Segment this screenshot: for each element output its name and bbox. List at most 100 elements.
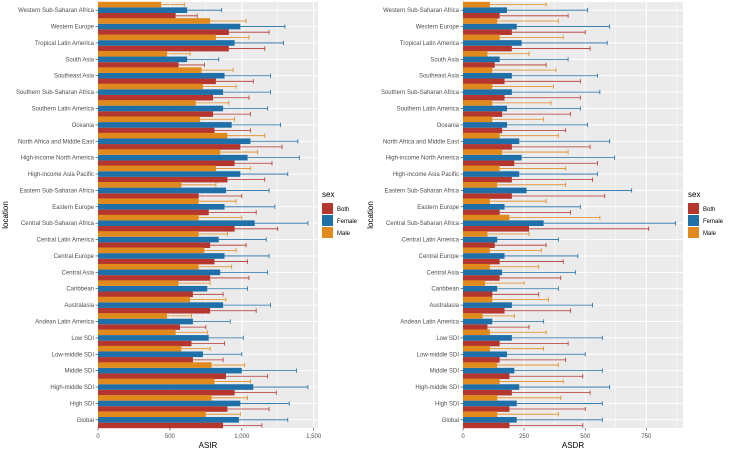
bar-female bbox=[98, 105, 224, 112]
legend-key-male bbox=[688, 227, 699, 238]
bar-female bbox=[98, 285, 208, 292]
bar-both bbox=[463, 406, 510, 412]
y-axis-title: location bbox=[366, 201, 375, 229]
bar-both bbox=[463, 29, 512, 35]
bar-male bbox=[463, 132, 500, 139]
y-tick-label: Central Sub-Saharan Africa bbox=[386, 221, 460, 227]
y-tick-label: Southern Latin America bbox=[397, 107, 460, 113]
bar-female bbox=[463, 351, 507, 358]
legend-key-both bbox=[688, 203, 699, 214]
bar-female bbox=[98, 269, 221, 276]
y-tick-label: Central Asia bbox=[427, 270, 460, 276]
bar-female bbox=[463, 7, 507, 13]
bar-female bbox=[98, 417, 239, 423]
bar-both bbox=[463, 242, 495, 248]
y-tick-label: Oceania bbox=[437, 123, 460, 129]
bar-female bbox=[98, 384, 254, 390]
bar-both bbox=[98, 373, 226, 380]
bar-both bbox=[463, 275, 500, 281]
x-tick-label: 1,500 bbox=[306, 434, 322, 440]
bar-female bbox=[98, 56, 188, 63]
y-tick-label: Western Europe bbox=[416, 25, 460, 31]
bar-both bbox=[463, 291, 493, 298]
bar-both bbox=[98, 291, 193, 298]
bar-female bbox=[98, 318, 193, 325]
bar-female bbox=[98, 72, 225, 79]
x-tick-label: 750 bbox=[641, 434, 652, 440]
bar-male bbox=[463, 34, 500, 41]
y-tick-label: Eastern Europe bbox=[52, 205, 94, 211]
legend-key-female bbox=[322, 215, 333, 226]
panel-asdr: Western Sub-Saharan Africa Western Europe… bbox=[366, 1, 724, 450]
bar-male bbox=[98, 345, 182, 352]
bar-both bbox=[98, 307, 211, 314]
y-tick-label: Central Europe bbox=[419, 254, 460, 260]
legend-label-female: Female bbox=[703, 219, 724, 225]
bar-both bbox=[98, 209, 209, 216]
bar-male bbox=[98, 247, 205, 254]
y-tick-label: Global bbox=[77, 418, 94, 424]
y-tick-label: High-middle SDI bbox=[415, 385, 459, 391]
x-tick-label: 500 bbox=[165, 434, 176, 440]
bar-both bbox=[98, 225, 235, 232]
bar-female bbox=[463, 187, 527, 194]
y-tick-label: High SDI bbox=[70, 401, 94, 407]
bar-female bbox=[98, 351, 203, 358]
x-tick-label: 250 bbox=[519, 434, 530, 440]
bar-female bbox=[463, 220, 544, 226]
bar-both bbox=[463, 340, 500, 347]
bar-both bbox=[463, 45, 512, 52]
y-tick-label: Middle SDI bbox=[430, 369, 460, 375]
y-tick-label: Low SDI bbox=[71, 336, 94, 342]
bar-male bbox=[463, 329, 490, 336]
bar-both bbox=[98, 340, 192, 347]
y-tick-label: Low-middle SDI bbox=[417, 352, 460, 358]
bar-female bbox=[98, 220, 255, 226]
y-tick-label: North Africa and Middle East bbox=[383, 139, 459, 145]
y-axis-title: location bbox=[1, 201, 10, 229]
y-tick-label: High-income Asia Pacific bbox=[28, 172, 94, 178]
y-tick-label: Central Latin America bbox=[402, 238, 460, 244]
bar-female bbox=[463, 204, 505, 210]
bar-female bbox=[463, 384, 520, 390]
x-tick-label: 1,000 bbox=[234, 434, 250, 440]
bar-male bbox=[463, 395, 498, 401]
legend: sex Both Female Male bbox=[688, 190, 724, 238]
bar-both bbox=[463, 160, 515, 167]
bar-both bbox=[463, 12, 500, 19]
bar-female bbox=[463, 56, 500, 63]
x-axis-title: ASIR bbox=[199, 441, 218, 450]
bar-female bbox=[98, 23, 241, 30]
bar-both bbox=[98, 275, 211, 281]
y-tick-label: High-income North America bbox=[21, 156, 95, 162]
bar-both bbox=[463, 225, 529, 232]
bar-both bbox=[98, 422, 224, 429]
bar-both bbox=[98, 45, 229, 52]
bar-both bbox=[463, 357, 500, 363]
x-tick-label: 500 bbox=[580, 434, 591, 440]
bar-both bbox=[463, 111, 503, 117]
bar-female bbox=[463, 335, 512, 341]
bar-female bbox=[463, 171, 520, 177]
bar-both bbox=[463, 193, 512, 199]
bar-female bbox=[463, 40, 522, 46]
bar-male bbox=[98, 100, 196, 106]
y-tick-label: Oceania bbox=[72, 123, 95, 129]
legend-title: sex bbox=[322, 190, 334, 199]
y-tick-label: Andean Latin America bbox=[35, 320, 94, 326]
bar-female bbox=[463, 105, 507, 112]
bar-both bbox=[98, 111, 214, 117]
bar-male bbox=[463, 296, 493, 303]
bar-male bbox=[98, 1, 162, 8]
y-tick-label: Tropical Latin America bbox=[35, 41, 95, 47]
y-tick-label: Eastern Sub-Saharan Africa bbox=[20, 188, 95, 194]
y-tick-label: Australasia bbox=[429, 303, 459, 309]
bar-male bbox=[463, 214, 510, 221]
bar-female bbox=[463, 236, 498, 243]
legend-label-male: Male bbox=[337, 231, 351, 237]
bar-male bbox=[463, 263, 490, 270]
bar-both bbox=[463, 144, 512, 150]
legend-title: sex bbox=[688, 190, 700, 199]
bar-male bbox=[98, 116, 201, 123]
y-tick-label: Low-middle SDI bbox=[52, 352, 95, 358]
